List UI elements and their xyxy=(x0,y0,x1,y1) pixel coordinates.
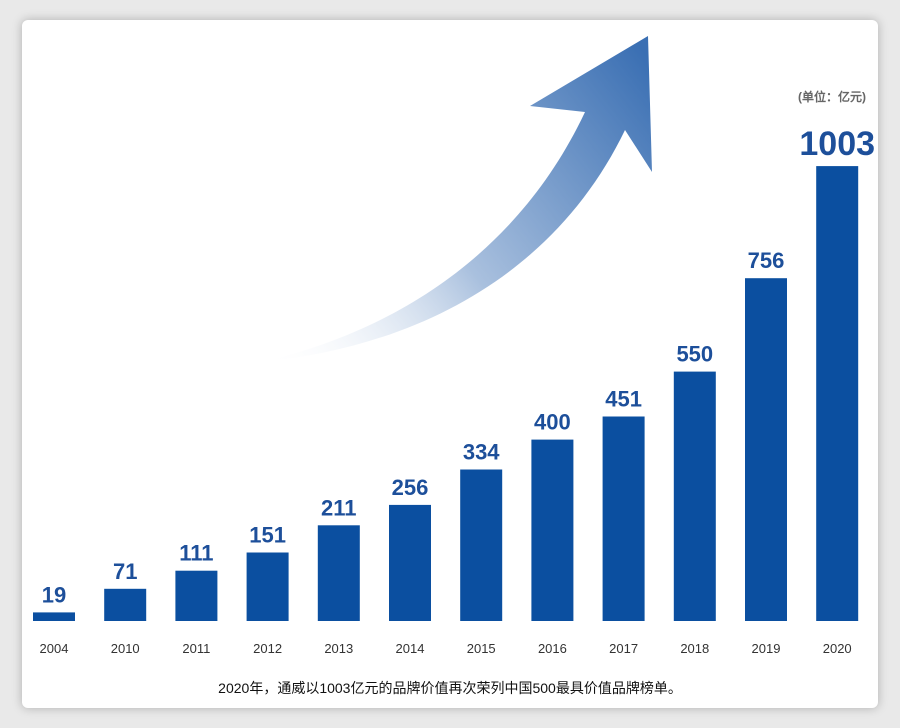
bar-2014 xyxy=(389,504,431,621)
bar-2011 xyxy=(175,570,218,621)
x-tick-2019: 2019 xyxy=(752,641,781,656)
data-label-2012: 151 xyxy=(249,523,286,548)
x-tick-2016: 2016 xyxy=(538,641,567,656)
data-label-2018: 550 xyxy=(676,342,713,367)
bar-2020 xyxy=(816,166,859,621)
bar-2004 xyxy=(33,612,75,621)
bar-2015 xyxy=(460,469,503,621)
data-label-2010: 71 xyxy=(113,559,137,584)
data-label-2011: 111 xyxy=(179,541,213,566)
x-tick-2013: 2013 xyxy=(324,641,353,656)
x-tick-2012: 2012 xyxy=(253,641,282,656)
x-tick-2004: 2004 xyxy=(40,641,69,656)
data-label-2013: 211 xyxy=(321,495,357,520)
x-tick-2020: 2020 xyxy=(823,641,852,656)
chart-card xyxy=(22,20,878,708)
bar-2013 xyxy=(317,525,360,621)
x-tick-2010: 2010 xyxy=(111,641,140,656)
data-label-2020: 1003 xyxy=(799,125,875,163)
data-label-2017: 451 xyxy=(605,387,642,412)
chart-caption: 2020年，通威以1003亿元的品牌价值再次荣列中国500最具价值品牌榜单。 xyxy=(218,680,682,696)
data-label-2004: 19 xyxy=(42,582,66,607)
bar-2012 xyxy=(246,552,289,621)
bar-2010 xyxy=(104,588,147,621)
x-tick-2015: 2015 xyxy=(467,641,496,656)
data-label-2015: 334 xyxy=(463,440,500,465)
x-tick-2011: 2011 xyxy=(182,641,210,656)
bar-2019 xyxy=(745,278,787,621)
x-tick-2017: 2017 xyxy=(609,641,638,656)
bar-2018 xyxy=(673,371,716,621)
bar-2016 xyxy=(531,439,574,621)
unit-label: (单位：亿元) xyxy=(798,89,866,104)
x-tick-2018: 2018 xyxy=(680,641,709,656)
x-tick-2014: 2014 xyxy=(396,641,425,656)
data-label-2014: 256 xyxy=(392,475,429,500)
data-label-2019: 756 xyxy=(748,248,785,273)
growth-arrow-icon xyxy=(262,36,652,362)
data-label-2016: 400 xyxy=(534,410,571,435)
bar-2017 xyxy=(602,416,645,621)
